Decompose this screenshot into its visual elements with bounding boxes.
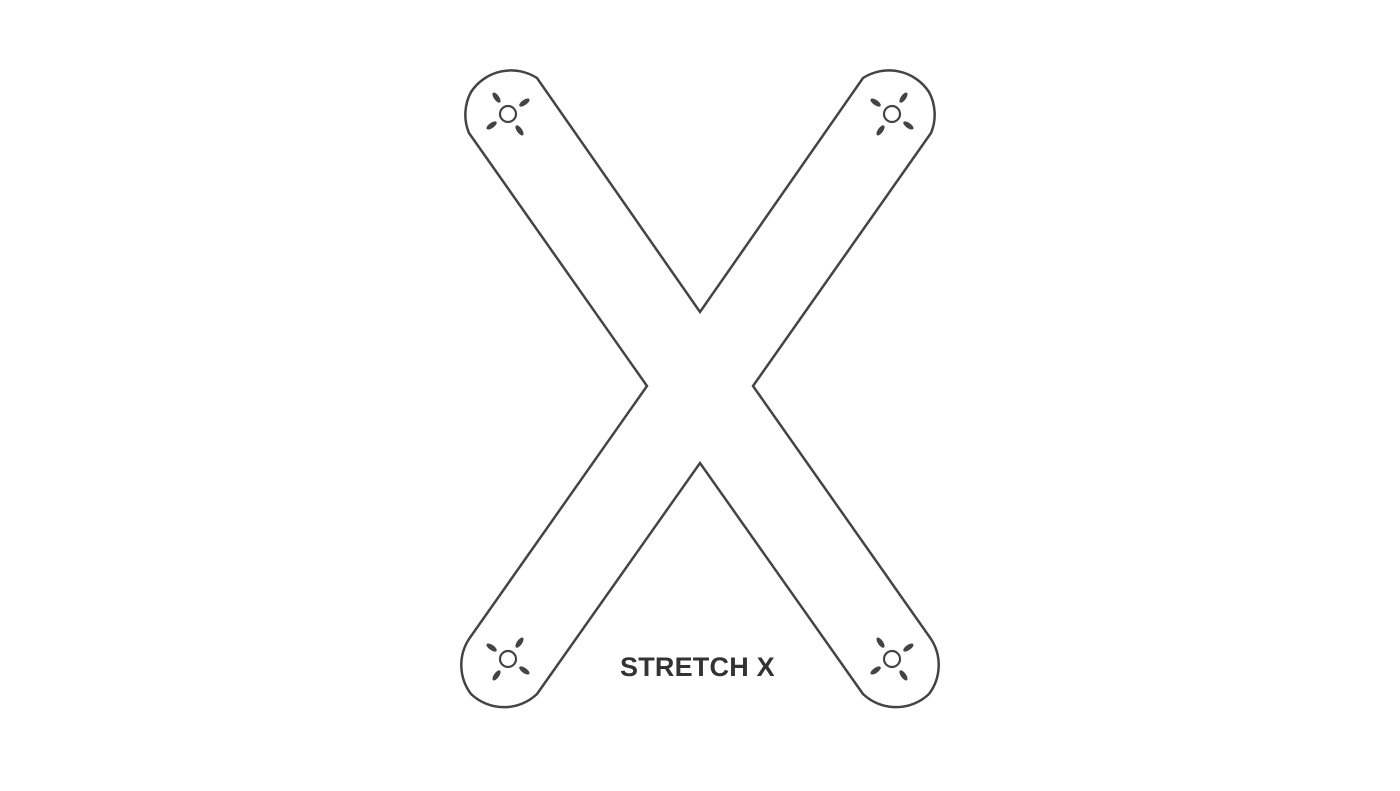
mount-slot xyxy=(492,670,501,681)
mount-hole xyxy=(882,104,902,124)
mount-hole xyxy=(498,104,518,124)
x-frame-outline xyxy=(460,69,940,709)
mount-top-right xyxy=(870,92,914,136)
mount-bottom-left xyxy=(486,637,530,681)
mount-slot xyxy=(876,637,885,648)
mount-slot xyxy=(515,125,524,136)
mount-slot xyxy=(903,643,914,652)
mount-bottom-right xyxy=(870,637,914,681)
mount-slot xyxy=(486,643,497,652)
mount-slot xyxy=(870,666,881,675)
mount-slot xyxy=(519,98,530,107)
mount-slot xyxy=(870,98,881,107)
diagram-caption: STRETCH X xyxy=(620,652,775,682)
mount-slot xyxy=(519,666,530,675)
mount-slot xyxy=(899,92,908,103)
mount-hole xyxy=(498,649,518,669)
mount-top-left xyxy=(486,92,530,136)
mount-slot xyxy=(515,637,524,648)
mount-slot xyxy=(903,121,914,130)
mount-slot xyxy=(486,121,497,130)
mount-slot xyxy=(876,125,885,136)
mount-slot xyxy=(899,670,908,681)
mount-slot xyxy=(492,92,501,103)
mount-hole xyxy=(882,649,902,669)
